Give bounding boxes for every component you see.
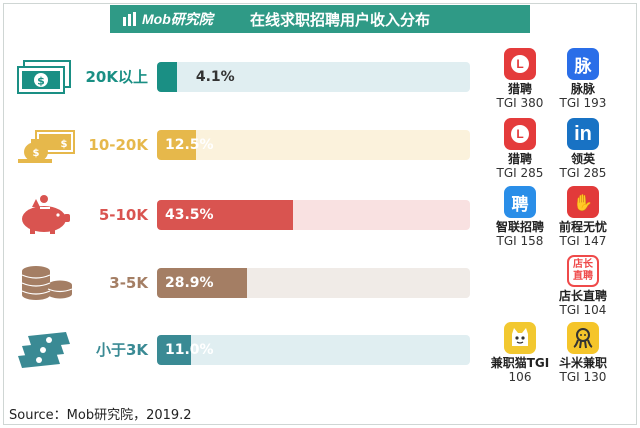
svg-text:$: $ <box>37 75 45 88</box>
51job-app-icon: ✋ <box>567 186 599 218</box>
app-tgi: TGI 380 <box>496 96 544 110</box>
bar-row: 3-5K 28.9% <box>0 263 480 303</box>
data-label: 28.9% <box>165 275 214 291</box>
data-label: 43.5% <box>165 207 214 223</box>
app-name: 店长直聘 <box>558 289 607 303</box>
app-name: 领英 <box>570 152 595 166</box>
piggy-bank-icon <box>14 195 78 235</box>
app-entry: L 猎聘 TGI 380 <box>490 48 550 110</box>
data-label: 11.0% <box>165 342 214 358</box>
bar <box>157 62 177 92</box>
category-label: 小于3K <box>95 341 148 359</box>
cash-stack-icon <box>14 330 78 370</box>
app-entry: 兼职猫TGI 106 <box>490 322 550 384</box>
app-tgi: TGI 130 <box>559 370 607 384</box>
chart-title: 在线求职招聘用户收入分布 <box>249 10 430 29</box>
bar-row: 小于3K 11.0% <box>0 330 480 370</box>
bar <box>157 335 192 365</box>
maimai-app-icon: 脉 <box>567 48 599 80</box>
app-tgi: TGI 147 <box>559 234 607 248</box>
money-bag-icon: $ $ <box>14 125 78 165</box>
category-label: 3-5K <box>109 274 148 292</box>
linkedin-app-icon: in <box>567 118 599 150</box>
bar-track: 11.0% <box>157 335 470 365</box>
bar-track: 4.1% <box>157 62 470 92</box>
bar-row: 5-10K 43.5% <box>0 195 480 235</box>
app-tgi: TGI 158 <box>496 234 544 248</box>
jianzhimao-app-icon <box>504 322 536 354</box>
chart-header: Mob研究院 在线求职招聘用户收入分布 <box>110 5 530 33</box>
app-name: 兼职猫TGI <box>490 356 550 370</box>
bar <box>157 268 248 298</box>
coin-stack-icon <box>14 263 78 303</box>
mob-logo: Mob研究院 <box>122 5 213 33</box>
app-entry: 店长 直聘 店长直聘 TGI 104 <box>553 255 613 317</box>
category-label: 10-20K <box>88 136 148 154</box>
svg-text:$: $ <box>61 139 68 150</box>
bar <box>157 200 294 230</box>
app-name: 智联招聘 <box>495 220 544 234</box>
zhilian-app-icon: 聘 <box>504 186 536 218</box>
data-label: 12.5% <box>165 137 214 153</box>
app-entry: in 领英 TGI 285 <box>553 118 613 180</box>
category-label: 20K以上 <box>85 68 149 86</box>
liepin-app-icon: L <box>504 48 536 80</box>
banknote-icon: $ <box>14 57 78 97</box>
liepin-app-icon: L <box>504 118 536 150</box>
category-label: 5-10K <box>98 206 148 224</box>
app-tgi: TGI 193 <box>559 96 607 110</box>
app-entry: 斗米兼职 TGI 130 <box>553 322 613 384</box>
app-entry: 聘智联招聘 TGI 158 <box>490 186 550 248</box>
app-name: 前程无忧 <box>558 220 607 234</box>
app-entry: 脉脉脉 TGI 193 <box>553 48 613 110</box>
bar <box>157 130 197 160</box>
bar-row: $ $ 10-20K 12.5% <box>0 125 480 165</box>
dianzhang-app-icon: 店长 直聘 <box>567 255 599 287</box>
app-name: 猎聘 <box>507 82 532 96</box>
app-tgi: TGI 285 <box>559 166 607 180</box>
app-name: 斗米兼职 <box>558 356 607 370</box>
chart-frame <box>3 3 637 425</box>
bar-track: 12.5% <box>157 130 470 160</box>
data-label: 4.1% <box>195 69 235 85</box>
app-entry: L 猎聘 TGI 285 <box>490 118 550 180</box>
mob-logo-icon <box>122 12 138 26</box>
app-entry: ✋ 前程无忧 TGI 147 <box>553 186 613 248</box>
app-name: 猎聘 <box>507 152 532 166</box>
app-tgi: TGI 285 <box>496 166 544 180</box>
app-tgi: 106 <box>508 370 532 384</box>
app-name: 脉脉 <box>570 82 595 96</box>
bar-row: $20K以上 4.1% <box>0 57 480 97</box>
logo-text: Mob研究院 <box>142 11 213 27</box>
doumi-app-icon <box>567 322 599 354</box>
svg-text:$: $ <box>33 148 40 159</box>
app-tgi: TGI 104 <box>559 303 607 317</box>
bar-track: 43.5% <box>157 200 470 230</box>
source-note: Source：Mob研究院，2019.2 <box>9 408 192 423</box>
bar-track: 28.9% <box>157 268 470 298</box>
